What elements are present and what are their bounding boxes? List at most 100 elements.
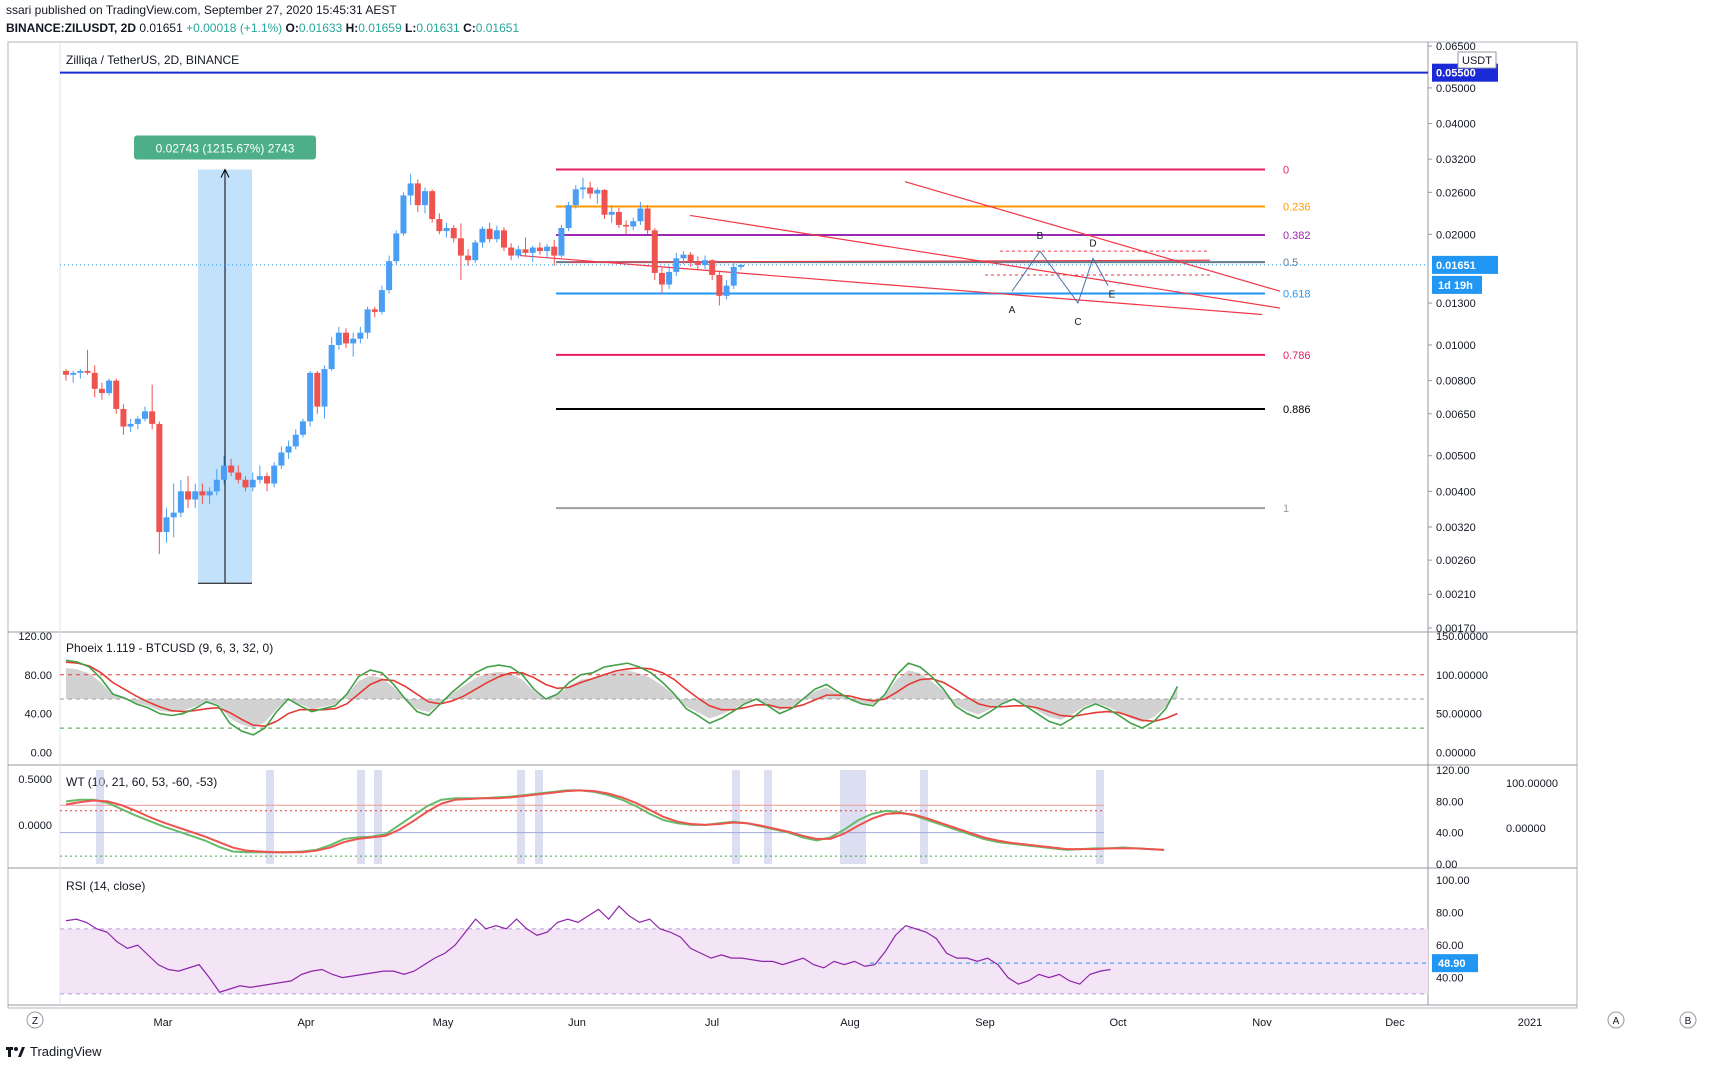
candle-body bbox=[371, 309, 378, 312]
phoeix-right-tick: 50.00000 bbox=[1436, 709, 1482, 721]
wt-highlight-band bbox=[1096, 770, 1104, 864]
price-tick-label: 0.00650 bbox=[1436, 409, 1476, 421]
rsi-tick-label: 60.00 bbox=[1436, 940, 1464, 952]
candle-body bbox=[709, 260, 716, 275]
price-tick-label: 0.02600 bbox=[1436, 187, 1476, 199]
candle-body bbox=[393, 233, 400, 262]
zoom-reset-button[interactable] bbox=[26, 1011, 44, 1029]
candle-body bbox=[106, 380, 113, 394]
wt-wave1-line bbox=[65, 789, 1165, 854]
measure-arrow-head bbox=[220, 168, 230, 178]
wt-right-tick: 100.00000 bbox=[1506, 778, 1558, 790]
fib-level-label: 0.5 bbox=[1283, 257, 1298, 269]
tradingview-brand[interactable]: TradingView bbox=[6, 1044, 102, 1059]
candle-body bbox=[522, 249, 529, 253]
candle-body bbox=[694, 262, 701, 265]
price-tick-label: 0.00210 bbox=[1436, 589, 1476, 601]
candle-body bbox=[271, 465, 278, 484]
date-tick-label: Jul bbox=[705, 1017, 719, 1029]
candle-body bbox=[414, 183, 421, 206]
candle-body bbox=[285, 446, 292, 453]
candle-body bbox=[278, 452, 285, 466]
wt-highlight-band bbox=[517, 770, 525, 864]
phoeix-right-tick: 0.00000 bbox=[1436, 747, 1476, 759]
candle-body bbox=[163, 517, 170, 533]
candle-body bbox=[134, 418, 141, 424]
descending-resistance-line bbox=[904, 181, 1281, 292]
wt-left-tick: 0.0000 bbox=[18, 820, 52, 832]
date-tick-label: Apr bbox=[297, 1017, 314, 1029]
wt-highlight-band bbox=[374, 770, 382, 864]
wt-highlight-band bbox=[96, 770, 104, 864]
candle-body bbox=[601, 189, 608, 215]
candle-body bbox=[220, 465, 227, 480]
candle-body bbox=[716, 274, 723, 296]
measure-label-box bbox=[134, 135, 316, 160]
candle-body bbox=[544, 246, 551, 252]
candle-body bbox=[156, 423, 163, 533]
symbol-name[interactable]: BINANCE:ZILUSDT, 2D bbox=[6, 21, 137, 35]
rsi-line bbox=[65, 905, 1111, 993]
price-tick-label: 0.00260 bbox=[1436, 555, 1476, 567]
wt-title: WT (10, 21, 60, 53, -60, -53) bbox=[66, 775, 217, 789]
symbol-line: BINANCE:ZILUSDT, 2D 0.01651 +0.00018 (+1… bbox=[6, 21, 519, 35]
candle-body bbox=[378, 290, 385, 312]
wt-right-tick: 0.00000 bbox=[1506, 823, 1546, 835]
candle-body bbox=[335, 332, 342, 345]
candle-body bbox=[228, 465, 235, 473]
auto-scale-icon: A bbox=[1613, 1016, 1620, 1027]
wt-wave2-line bbox=[65, 789, 1165, 854]
wt-mid-tick: 80.00 bbox=[1436, 796, 1464, 808]
channel-upper-line bbox=[689, 214, 1281, 309]
wt-left-tick: 0.5000 bbox=[18, 774, 52, 786]
pattern-point-label: B bbox=[1037, 231, 1044, 242]
candle-body bbox=[630, 221, 637, 227]
candle-body bbox=[429, 191, 436, 220]
open-label: O: bbox=[285, 21, 299, 35]
candle-body bbox=[328, 344, 335, 370]
candle-body bbox=[457, 238, 464, 256]
phoeix-histogram-area bbox=[66, 667, 1178, 728]
candle-body bbox=[702, 260, 709, 265]
auto-scale-button[interactable] bbox=[1607, 1011, 1625, 1029]
published-line: ssari published on TradingView.com, Sept… bbox=[6, 3, 397, 17]
rsi-band bbox=[60, 928, 1428, 994]
candle-body bbox=[615, 211, 622, 225]
date-tick-label: Dec bbox=[1385, 1017, 1405, 1029]
candle-body bbox=[422, 191, 428, 206]
candle-body bbox=[579, 187, 586, 190]
candle-body bbox=[673, 258, 680, 272]
scale-mode-button[interactable] bbox=[1679, 1011, 1697, 1029]
candle-body bbox=[314, 372, 321, 407]
candle-body bbox=[113, 380, 120, 409]
candle-body bbox=[299, 421, 306, 435]
candle-body bbox=[558, 227, 565, 256]
date-tick-label: Aug bbox=[840, 1017, 860, 1029]
candle-body bbox=[637, 208, 644, 222]
price-tick-label: 0.00400 bbox=[1436, 486, 1476, 498]
candle-body bbox=[321, 369, 328, 407]
price-tick-label: 0.02000 bbox=[1436, 229, 1476, 241]
candle-body bbox=[120, 408, 127, 427]
phoeix-right-tick: 150.00000 bbox=[1436, 631, 1488, 643]
candle-body bbox=[256, 476, 263, 480]
price-tick-label: 0.01000 bbox=[1436, 340, 1476, 352]
candle-body bbox=[737, 264, 744, 267]
price-tick-label: 0.00500 bbox=[1436, 451, 1476, 463]
rsi-tick-label: 100.00 bbox=[1436, 875, 1470, 887]
high-label: H: bbox=[345, 21, 359, 35]
wt-highlight-band bbox=[840, 770, 866, 864]
fib-level-label: 0.786 bbox=[1283, 350, 1311, 362]
rsi-title: RSI (14, close) bbox=[66, 879, 145, 893]
phoeix-left-tick: 0.00 bbox=[31, 747, 52, 759]
wt-highlight-band bbox=[357, 770, 365, 864]
price-tick-label: 0.00170 bbox=[1436, 623, 1476, 635]
wt-mid-tick: 40.00 bbox=[1436, 828, 1464, 840]
currency-badge-box[interactable] bbox=[1457, 51, 1497, 69]
fib-level-label: 0 bbox=[1283, 164, 1289, 176]
candle-body bbox=[572, 189, 579, 206]
rsi-tick-label: 80.00 bbox=[1436, 908, 1464, 920]
candle-body bbox=[500, 230, 507, 248]
price-tick-label: 0.06500 bbox=[1436, 41, 1476, 53]
